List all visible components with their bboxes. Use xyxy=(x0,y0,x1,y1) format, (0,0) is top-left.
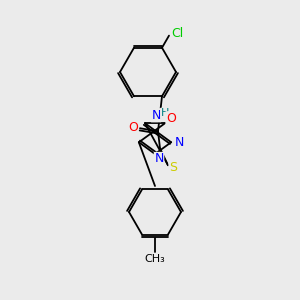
Text: N: N xyxy=(175,136,184,149)
Text: CH₃: CH₃ xyxy=(145,254,165,264)
Text: N: N xyxy=(151,109,161,122)
Text: O: O xyxy=(166,112,176,125)
Text: N: N xyxy=(154,152,164,166)
Text: H: H xyxy=(161,108,169,118)
Text: S: S xyxy=(169,161,177,174)
Text: O: O xyxy=(128,121,138,134)
Text: Cl: Cl xyxy=(171,27,183,40)
